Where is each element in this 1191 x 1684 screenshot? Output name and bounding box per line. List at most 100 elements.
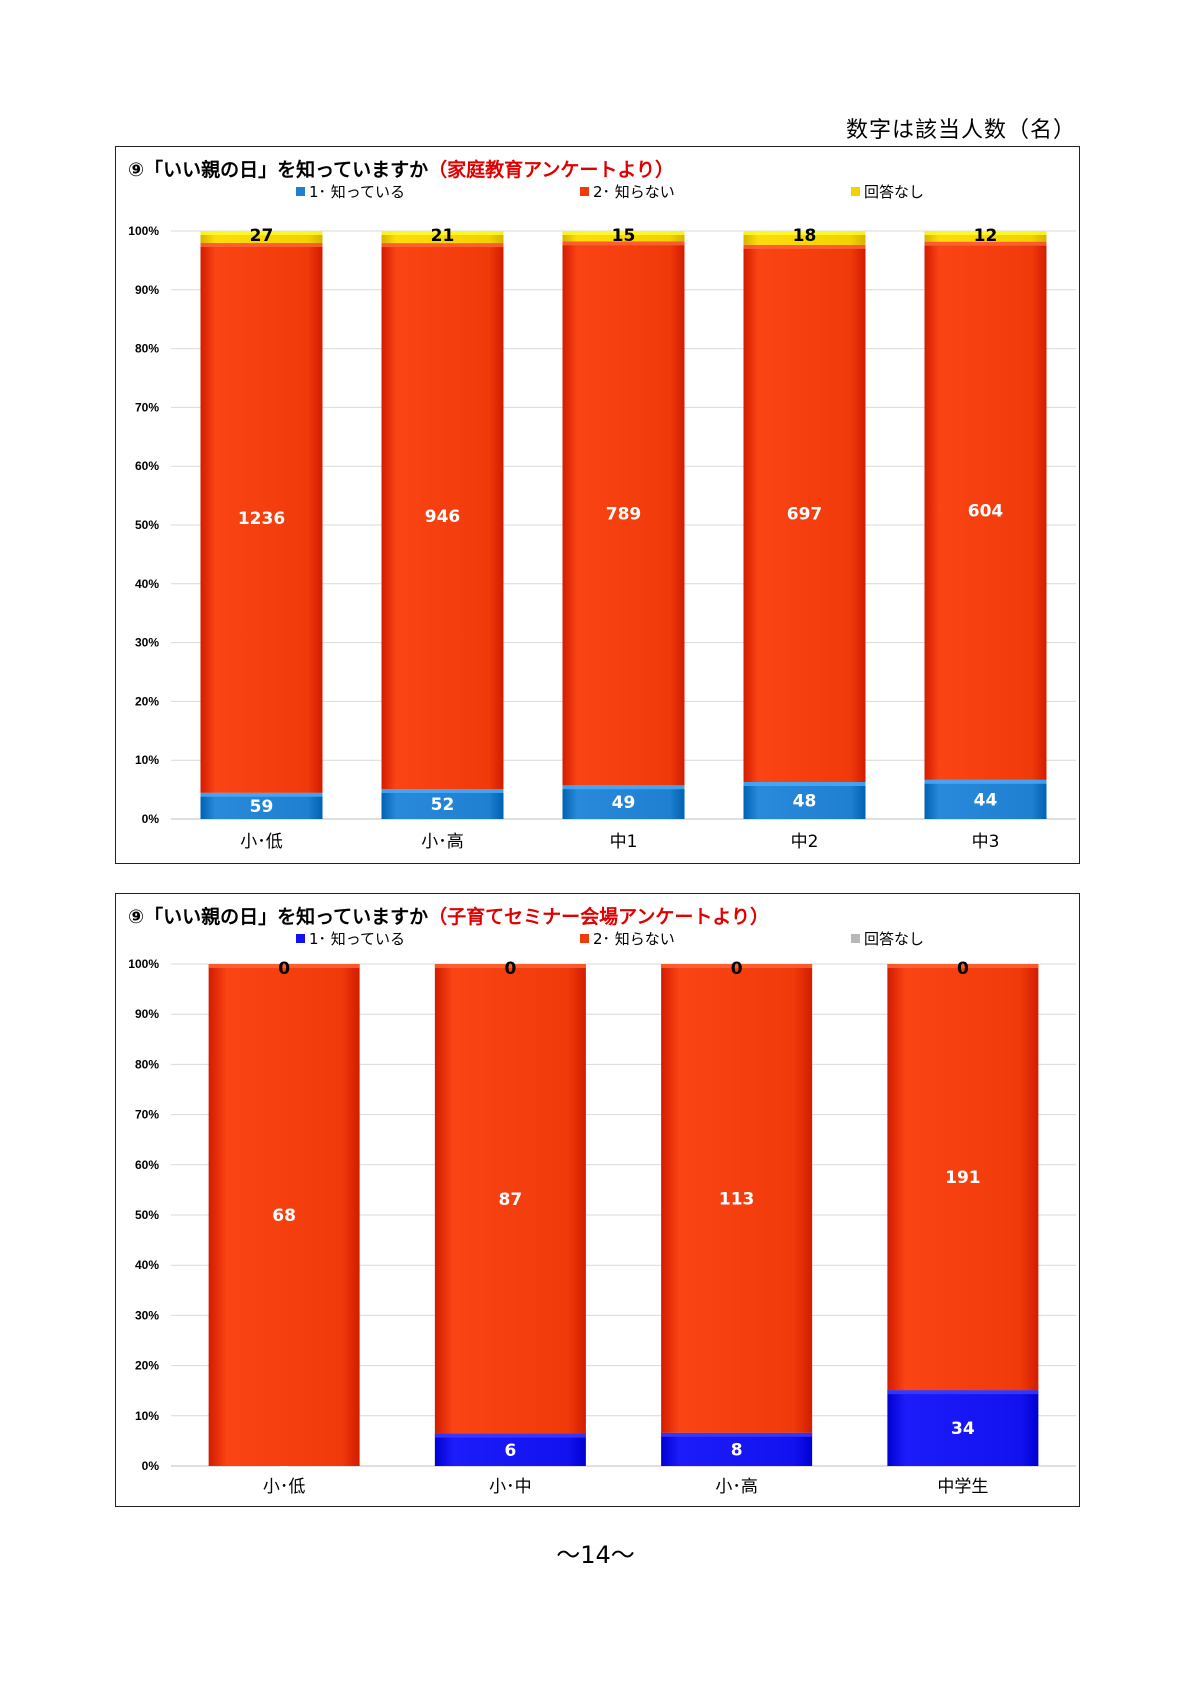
- category-label: 小･低: [263, 1477, 306, 1497]
- bar-bevel: [661, 1432, 813, 1437]
- data-label: 34: [951, 1419, 975, 1439]
- bar-bevel: [381, 243, 504, 248]
- data-label: 59: [250, 797, 274, 817]
- data-label: 48: [793, 792, 817, 812]
- chart-home-survey: ⑨「いい親の日」を知っていますか（家庭教育アンケートより） 1･ 知っている 2…: [115, 146, 1080, 864]
- legend-label: 2･ 知らない: [593, 930, 675, 948]
- y-tick-label: 60%: [135, 1158, 159, 1172]
- legend-swatch: [580, 187, 589, 196]
- data-label: 27: [250, 226, 274, 246]
- bar-segment: [887, 964, 1039, 1391]
- legend-label: 2･ 知らない: [593, 183, 675, 201]
- y-tick-label: 80%: [135, 1057, 159, 1071]
- bar-bevel: [562, 241, 685, 246]
- legend-item-noanswer: 回答なし: [851, 928, 924, 949]
- y-tick-label: 10%: [135, 1409, 159, 1423]
- data-label: 697: [787, 504, 823, 524]
- bar-bevel: [200, 243, 323, 248]
- y-tick-label: 40%: [135, 1258, 159, 1272]
- bar-bevel: [887, 1390, 1039, 1395]
- chart-title-source: （家庭教育アンケートより）: [428, 159, 675, 181]
- bar-segment: [743, 782, 866, 819]
- legend-swatch: [296, 187, 305, 196]
- bar-segment: [200, 792, 323, 819]
- category-label: 中2: [791, 832, 819, 852]
- bar-bevel: [743, 244, 866, 249]
- bar-segment: [924, 779, 1047, 819]
- category-label: 小･高: [421, 832, 464, 852]
- bar-segment: [743, 244, 866, 783]
- chart-legend: 1･ 知っている 2･ 知らない 回答なし: [116, 181, 1079, 201]
- bar-bevel: [434, 1433, 586, 1438]
- chart-title-source: （子育てセミナー会場アンケートより）: [428, 906, 770, 928]
- data-label: 44: [974, 790, 998, 810]
- unit-note: 数字は該当人数（名）: [845, 118, 1076, 143]
- y-tick-label: 100%: [128, 224, 159, 238]
- legend-swatch: [851, 187, 860, 196]
- bar-bevel: [381, 231, 504, 235]
- data-label: 0: [957, 959, 969, 979]
- category-label: 中1: [610, 832, 638, 852]
- bar-bevel: [743, 231, 866, 235]
- y-tick-label: 80%: [135, 342, 159, 356]
- y-tick-label: 60%: [135, 459, 159, 473]
- data-label: 52: [431, 795, 455, 815]
- y-tick-label: 70%: [135, 400, 159, 414]
- chart-title-main: ⑨「いい親の日」を知っていますか: [128, 159, 429, 181]
- y-tick-label: 50%: [135, 1208, 159, 1222]
- data-label: 15: [612, 226, 636, 246]
- y-tick-label: 100%: [128, 957, 159, 971]
- data-label: 0: [731, 959, 743, 979]
- bar-segment: [661, 964, 813, 1433]
- bar-segment: [562, 231, 685, 242]
- legend-item-known: 1･ 知っている: [296, 928, 405, 949]
- data-label: 0: [504, 959, 516, 979]
- chart-title-main: ⑨「いい親の日」を知っていますか: [128, 906, 429, 928]
- legend-label: 1･ 知っている: [309, 930, 406, 948]
- chart-legend: 1･ 知っている 2･ 知らない 回答なし: [116, 928, 1079, 948]
- legend-swatch: [580, 934, 589, 943]
- y-tick-label: 0%: [142, 812, 160, 826]
- category-label: 中学生: [937, 1477, 988, 1497]
- y-tick-label: 90%: [135, 283, 159, 297]
- data-label: 1236: [238, 509, 285, 529]
- bar-segment: [562, 241, 685, 786]
- y-tick-label: 20%: [135, 694, 159, 708]
- bar-bevel: [200, 231, 323, 235]
- legend-item-known: 1･ 知っている: [296, 181, 405, 202]
- bar-bevel: [924, 241, 1047, 246]
- data-label: 68: [272, 1206, 296, 1226]
- bar-bevel: [562, 785, 685, 790]
- data-label: 789: [606, 504, 642, 524]
- bar-bevel: [924, 231, 1047, 235]
- y-tick-label: 30%: [135, 636, 159, 650]
- category-label: 小･高: [715, 1477, 758, 1497]
- chart-plot: 0% 10% 20% 30% 40% 50% 60% 70% 80% 90% 100% 59 1236 2…: [128, 224, 1076, 852]
- category-label: 小･低: [240, 832, 283, 852]
- bar-bevel: [434, 964, 586, 968]
- data-label: 0: [278, 959, 290, 979]
- bar-bevel: [208, 964, 360, 968]
- y-tick-label: 0%: [142, 1459, 160, 1473]
- data-label: 12: [974, 226, 998, 246]
- bar-segment: [434, 964, 586, 1434]
- y-tick-label: 50%: [135, 518, 159, 532]
- chart-plot: 0%10%20%30%40%50%60%70%80%90%100%0680小･低…: [128, 957, 1076, 1497]
- legend-item-noanswer: 回答なし: [851, 181, 924, 202]
- data-label: 191: [945, 1168, 981, 1188]
- data-label: 49: [612, 793, 636, 813]
- bar-segment: [661, 1432, 813, 1466]
- bar-segment: [562, 785, 685, 819]
- bar-bevel: [887, 964, 1039, 968]
- bar-segment: [924, 231, 1047, 242]
- y-tick-label: 30%: [135, 1308, 159, 1322]
- data-label: 6: [504, 1441, 516, 1461]
- bar-bevel: [743, 782, 866, 787]
- y-tick-label: 10%: [135, 753, 159, 767]
- legend-item-unknown: 2･ 知らない: [580, 928, 675, 949]
- bar-bevel: [200, 792, 323, 797]
- page-number: 〜14〜: [556, 1541, 635, 1569]
- y-tick-label: 90%: [135, 1007, 159, 1021]
- legend-label: 1･ 知っている: [309, 183, 406, 201]
- bar-segment: [208, 964, 360, 1466]
